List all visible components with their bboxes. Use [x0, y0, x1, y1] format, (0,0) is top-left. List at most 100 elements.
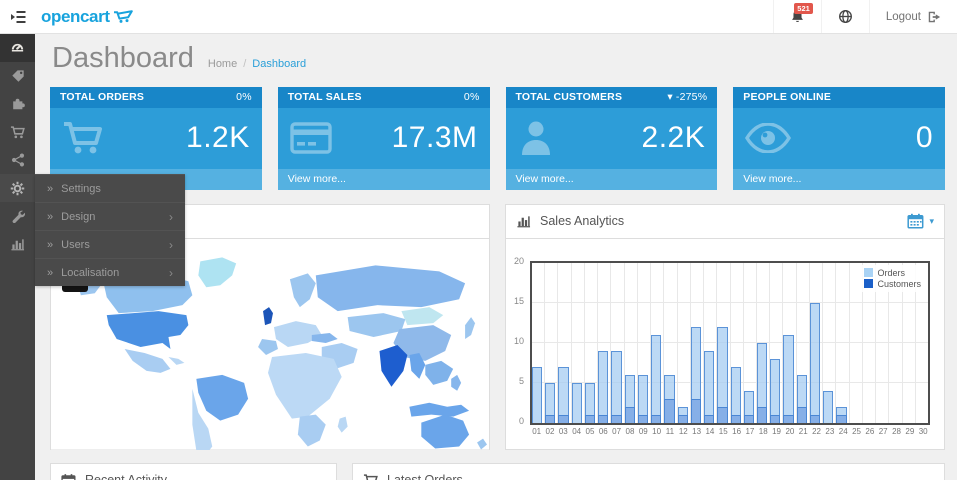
menu-toggle-button[interactable]: [0, 0, 36, 33]
x-tick-label: 08: [625, 426, 635, 436]
legend-label: Customers: [877, 278, 921, 289]
panels-row: Sales Analytics ▾ 20 15 10 5 0 01 02 03 04 05 06 0…: [50, 203, 945, 450]
double-angle-icon: »: [47, 182, 54, 195]
chart-column: [651, 262, 665, 423]
x-tick-label: 29: [905, 426, 915, 436]
sidebar-item-reports[interactable]: [0, 230, 35, 258]
chart-legend: Orders Customers: [861, 264, 924, 292]
bar-chart-plot: [530, 260, 930, 425]
tag-icon: [11, 69, 25, 83]
caret-down-icon: ▾: [929, 215, 934, 226]
view-store-button[interactable]: [820, 0, 869, 33]
flyout-item-design[interactable]: » Design ›: [35, 202, 185, 230]
calendar-icon: [61, 473, 76, 480]
notifications-button[interactable]: 521: [772, 0, 821, 33]
gauge-icon: [10, 41, 25, 56]
chart-column: [611, 262, 625, 423]
orders-bar: [584, 382, 596, 423]
tile-title: TOTAL CUSTOMERS: [515, 91, 623, 104]
customers-bar: [677, 414, 688, 423]
tile-view-more-link[interactable]: View more...: [277, 168, 490, 190]
y-tick-label: 15: [513, 295, 524, 306]
tile-body: 0: [733, 107, 945, 169]
sidebar-item-system[interactable]: [0, 174, 35, 202]
date-range-button[interactable]: ▾: [907, 213, 934, 229]
logo-text: opencart: [41, 6, 110, 26]
tile-heading: TOTAL ORDERS ▾ 0%: [50, 86, 262, 108]
x-tick-label: 07: [612, 426, 622, 436]
sidebar-item-catalog[interactable]: [0, 62, 35, 90]
tile-change-value: 0%: [463, 91, 480, 104]
y-tick-label: 20: [513, 255, 524, 266]
tile-heading: TOTAL SALES ▾ 0%: [277, 86, 490, 108]
stat-tile-total-sales: TOTAL SALES ▾ 0% 17.3M View more...: [277, 86, 490, 190]
y-tick-label: 5: [518, 375, 524, 386]
globe-icon: [838, 9, 853, 24]
flyout-item-settings[interactable]: » Settings ›: [35, 174, 185, 202]
orders-bar: [783, 334, 794, 423]
chart-column: [756, 262, 771, 423]
x-tick-label: 05: [585, 426, 595, 436]
tile-body: 2.2K: [505, 107, 718, 169]
sign-out-icon: [927, 10, 941, 24]
chart-column: [664, 262, 678, 423]
orders-bar: [545, 382, 556, 423]
latest-orders-title: Latest Orders: [387, 473, 463, 480]
sidebar-item-marketing[interactable]: [0, 146, 35, 174]
orders-bar: [624, 374, 635, 423]
opencart-logo-link[interactable]: opencart: [41, 7, 135, 27]
x-tick-label: 17: [745, 426, 755, 436]
sales-chart-body: 20 15 10 5 0 01 02 03 04 05 06 07 08 09 10 11 12 13 14 15 1…: [506, 239, 944, 450]
chart-column: [783, 262, 797, 423]
header-actions: 521 Logout: [772, 0, 957, 33]
eye-icon: [745, 123, 792, 154]
sidebar-item-dashboard[interactable]: [0, 34, 35, 62]
credit-card-icon: [290, 121, 332, 155]
tile-change: ▾ 0%: [236, 91, 252, 103]
tile-view-more-link[interactable]: View more...: [733, 168, 945, 190]
sales-analytics-panel: Sales Analytics ▾ 20 15 10 5 0 01 02 03 04 05 06 0…: [505, 203, 945, 450]
flyout-item-users[interactable]: » Users ›: [35, 230, 185, 258]
user-icon: [518, 119, 554, 157]
x-tick-label: 24: [838, 426, 848, 436]
chart-column: [743, 262, 757, 423]
top-navbar: opencart 521 Logout: [0, 0, 957, 34]
chevron-right-icon: ›: [169, 237, 173, 252]
latest-orders-heading: Latest Orders: [353, 464, 944, 480]
chart-column: [637, 262, 652, 423]
logout-button[interactable]: Logout: [868, 0, 957, 33]
orders-bar: [796, 374, 807, 423]
chart-column: [677, 262, 691, 423]
x-tick-label: 30: [918, 426, 928, 436]
puzzle-icon: [11, 97, 25, 111]
tile-view-more-link[interactable]: View more...: [505, 168, 718, 190]
customers-bar: [651, 414, 662, 423]
tile-value: 1.2K: [186, 121, 250, 155]
customers-bar: [783, 414, 794, 423]
orders-bar: [598, 350, 609, 423]
x-tick-label: 11: [665, 426, 675, 436]
customers-bar: [796, 406, 807, 423]
tile-body: 17.3M: [277, 107, 490, 169]
x-tick-label: 21: [798, 426, 808, 436]
tile-body: 1.2K: [50, 107, 262, 169]
breadcrumb-home-link[interactable]: Home: [207, 58, 238, 70]
chart-column: [571, 262, 585, 423]
chart-column: [796, 262, 810, 423]
flyout-item-localisation[interactable]: » Localisation ›: [35, 258, 185, 286]
customers-bar: [704, 414, 715, 423]
breadcrumb-current-link[interactable]: Dashboard: [252, 58, 307, 70]
stat-tile-total-customers: TOTAL CUSTOMERS ▾ -275% 2.2K View more..…: [505, 86, 718, 190]
chart-column: [876, 262, 890, 423]
chart-column: [717, 262, 731, 423]
chart-column: [690, 262, 705, 423]
breadcrumb: Home / Dashboard: [208, 58, 306, 70]
chart-column: [598, 262, 612, 423]
x-tick-label: 25: [852, 426, 861, 436]
sidebar-item-sales[interactable]: [0, 118, 35, 146]
customers-bar: [756, 406, 768, 423]
sidebar-item-extensions[interactable]: [0, 90, 35, 118]
x-tick-label: 13: [692, 426, 702, 436]
sidebar-item-tools[interactable]: [0, 202, 35, 230]
